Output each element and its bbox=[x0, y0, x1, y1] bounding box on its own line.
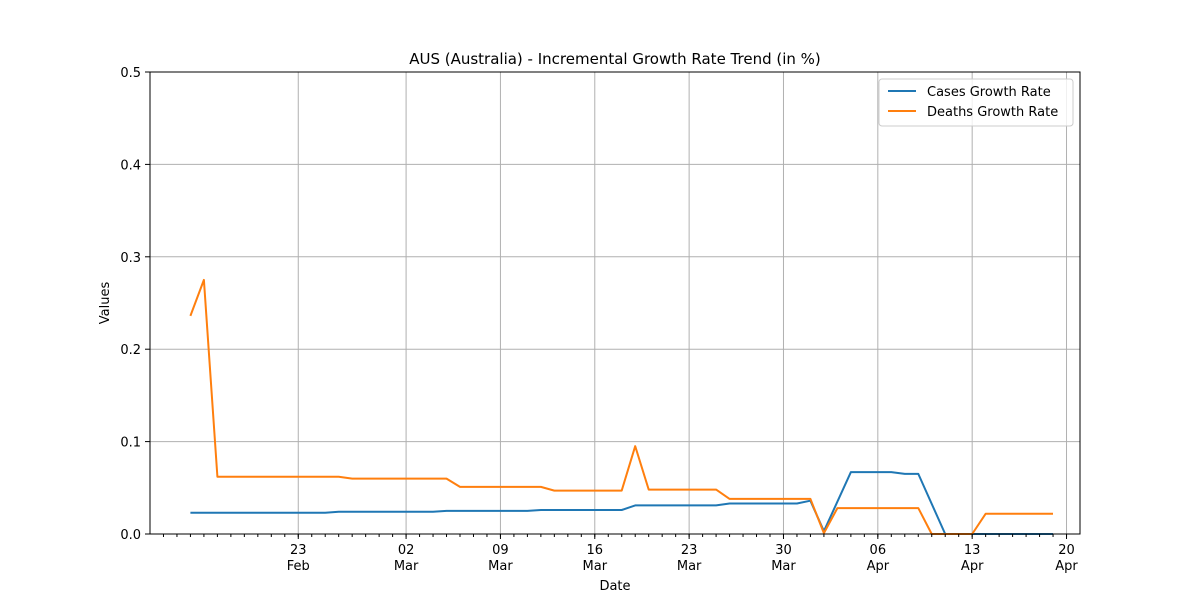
x-axis-label: Date bbox=[599, 579, 630, 594]
x-tick-label-month: Apr bbox=[867, 559, 890, 574]
x-tick-label-month: Mar bbox=[394, 559, 419, 574]
x-tick-label-day: 13 bbox=[964, 543, 981, 558]
y-tick-label: 0.2 bbox=[120, 343, 141, 358]
x-tick-label-day: 23 bbox=[681, 543, 698, 558]
x-tick-label-day: 30 bbox=[775, 543, 792, 558]
x-axis: 23Feb02Mar09Mar16Mar23Mar30Mar06Apr13Apr… bbox=[287, 534, 1078, 574]
x-tick-label-month: Mar bbox=[677, 559, 702, 574]
x-tick-label-month: Feb bbox=[287, 559, 310, 574]
y-tick-label: 0.3 bbox=[120, 251, 141, 266]
legend-box bbox=[878, 78, 1074, 127]
x-tick-label-day: 09 bbox=[492, 543, 509, 558]
x-tick-label-month: Apr bbox=[961, 559, 984, 574]
x-tick-label-month: Mar bbox=[583, 559, 608, 574]
x-tick-label-day: 23 bbox=[290, 543, 307, 558]
series-lines bbox=[189, 278, 1053, 535]
series-line-cases bbox=[190, 471, 1053, 535]
x-tick-label-month: Apr bbox=[1055, 559, 1078, 574]
y-tick-label: 0.4 bbox=[120, 158, 141, 173]
x-tick-label-day: 16 bbox=[587, 543, 604, 558]
x-tick-label-month: Mar bbox=[488, 559, 513, 574]
y-axis-label: Values bbox=[98, 282, 113, 325]
grid-lines bbox=[150, 71, 1080, 535]
series-line-deaths bbox=[189, 278, 1053, 535]
x-tick-label-day: 06 bbox=[870, 543, 887, 558]
y-axis: 0.0 0.1 0.2 0.3 0.4 0.5 bbox=[120, 66, 150, 543]
plot-frame bbox=[149, 71, 1081, 535]
y-tick-label: 0.0 bbox=[120, 528, 141, 543]
x-tick-label-day: 02 bbox=[398, 543, 415, 558]
chart-title: AUS (Australia) - Incremental Growth Rat… bbox=[409, 50, 821, 68]
legend-label-cases: Cases Growth Rate bbox=[927, 85, 1051, 100]
x-tick-label-day: 20 bbox=[1058, 543, 1075, 558]
y-tick-label: 0.1 bbox=[120, 436, 141, 451]
y-tick-label: 0.5 bbox=[120, 66, 141, 81]
x-tick-label-month: Mar bbox=[771, 559, 796, 574]
x-axis-minor-ticks bbox=[162, 534, 1068, 537]
legend: Cases Growth Rate Deaths Growth Rate bbox=[878, 78, 1074, 127]
legend-label-deaths: Deaths Growth Rate bbox=[927, 105, 1058, 120]
